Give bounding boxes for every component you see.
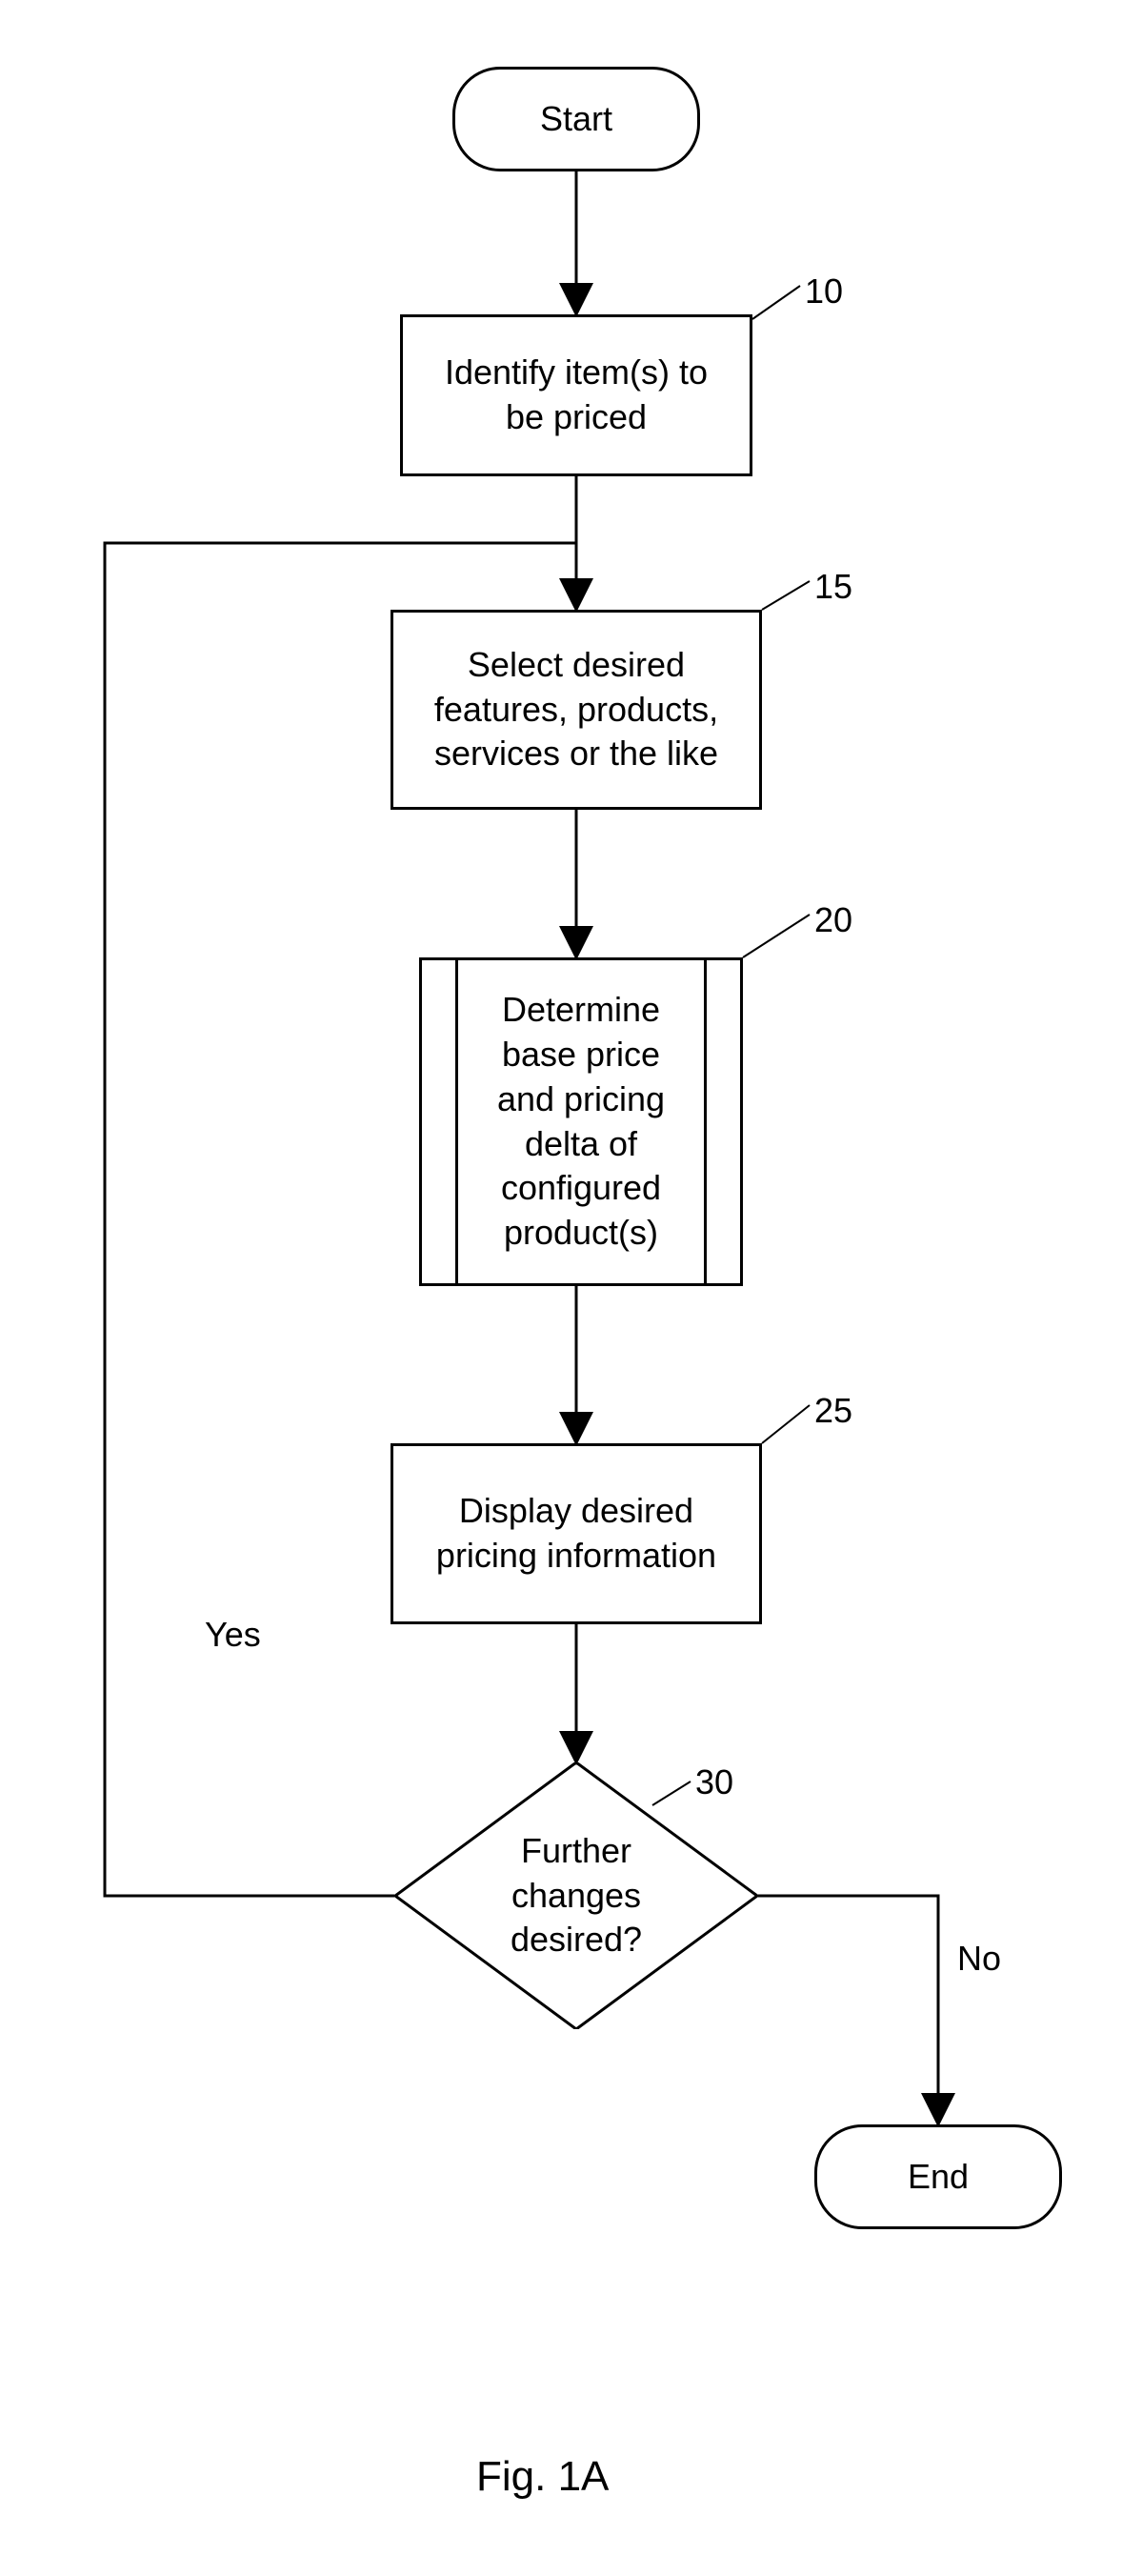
flowchart-container: Start Identify item(s) tobe priced 10 Se… xyxy=(0,0,1142,2576)
decision-label: Furtherchangesdesired? xyxy=(511,1829,642,1962)
connectors xyxy=(0,0,1142,2576)
no-label: No xyxy=(957,1939,1001,1979)
figure-caption: Fig. 1A xyxy=(476,2453,609,2501)
yes-label: Yes xyxy=(205,1615,261,1655)
determine-label: Determinebase priceand pricingdelta ofco… xyxy=(497,988,665,1256)
